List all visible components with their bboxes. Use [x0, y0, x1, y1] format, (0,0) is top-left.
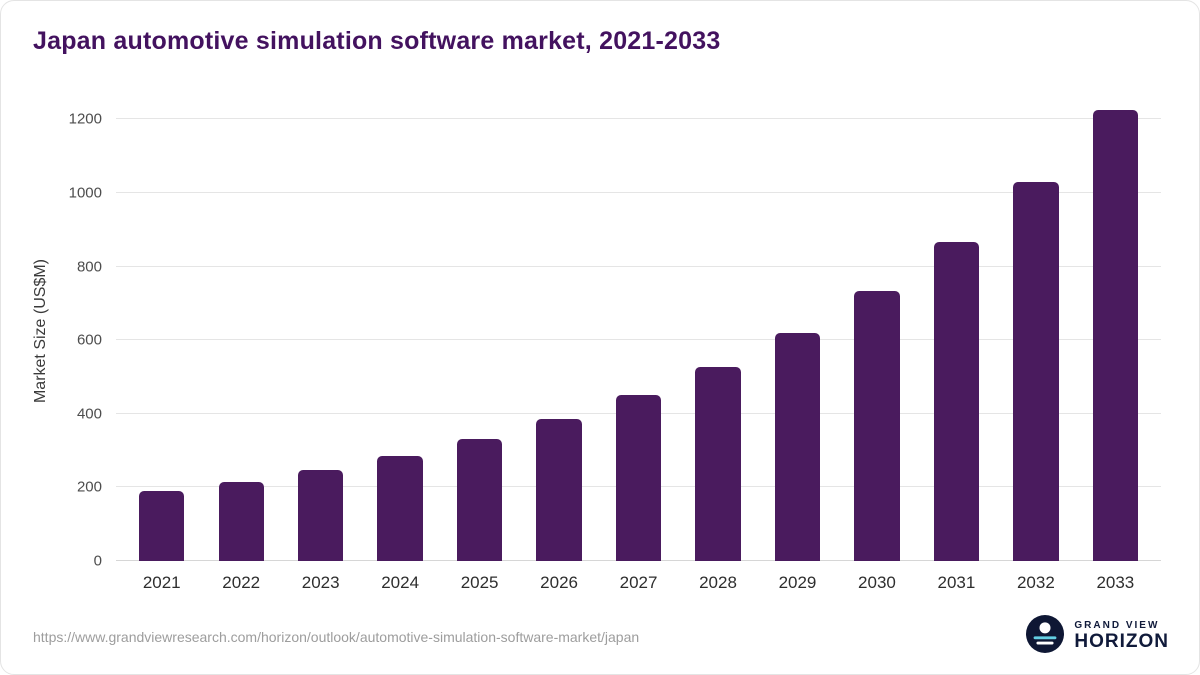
bar-column [758, 101, 837, 561]
bar-2033[interactable] [1092, 109, 1138, 561]
bar-2021[interactable] [139, 491, 185, 561]
grand-view-horizon-logo-icon [1026, 615, 1065, 658]
y-tick-label: 1000 [68, 184, 102, 202]
bar-2029[interactable] [774, 332, 821, 561]
plot-area: 2021 2022 2023 2024 2025 2026 2027 2028 2029 2030… [69, 101, 1161, 592]
bar-column [281, 101, 360, 561]
y-tick-label: 0 [93, 552, 102, 570]
x-tick-label: 2021 [142, 573, 181, 592]
x-tick-label: 2026 [540, 573, 578, 592]
bar-2026[interactable] [536, 418, 582, 561]
source-url[interactable]: https://www.grandviewresearch.com/horizo… [33, 628, 640, 645]
x-tick-label: 2032 [1016, 573, 1055, 592]
bar-2022[interactable] [218, 481, 264, 561]
bar-2027[interactable] [615, 395, 662, 561]
logo-text: GRAND VIEW HORIZON [1074, 621, 1169, 651]
x-tick-label: 2031 [937, 573, 976, 592]
bar-2030[interactable] [854, 290, 900, 561]
bar-2024[interactable] [377, 456, 423, 561]
gridline [116, 192, 1161, 193]
x-tick-label: 2024 [381, 573, 420, 592]
bar-column [837, 101, 916, 561]
bars [116, 101, 1161, 561]
y-tick-label: 600 [76, 331, 102, 349]
y-axis-title: Market Size (US$M) [32, 258, 49, 404]
gridline [116, 339, 1161, 341]
bar-column [678, 101, 757, 561]
y-tick-label: 1200 [68, 110, 102, 128]
y-tick-label: 800 [76, 258, 102, 276]
bar-2023[interactable] [298, 470, 344, 561]
bar-column [519, 101, 598, 561]
bar-column [599, 101, 678, 561]
x-tick-label: 2025 [460, 573, 499, 592]
x-tick-label: 2033 [1096, 573, 1135, 592]
bar-column [201, 101, 280, 561]
bar-2025[interactable] [456, 439, 503, 561]
x-tick-label: 2030 [858, 573, 896, 592]
y-tick-label: 400 [76, 405, 102, 423]
x-tick-label: 2028 [699, 573, 737, 592]
bar-2031[interactable] [933, 241, 980, 561]
logo-text-horizon: HORIZON [1074, 630, 1169, 652]
grand-view-horizon-logo: GRAND VIEW HORIZON [1026, 615, 1169, 658]
gridline [116, 265, 1161, 267]
y-tick-label: 200 [76, 478, 102, 496]
x-tick-label: 2022 [222, 573, 261, 592]
bar-column [440, 101, 519, 561]
footer: https://www.grandviewresearch.com/horizo… [33, 615, 1169, 658]
bar-column [996, 101, 1075, 561]
bar-column [917, 101, 996, 561]
bar-2032[interactable] [1013, 181, 1059, 561]
x-axis-labels: 2021 2022 2023 2024 2025 2026 2027 2028 2029 2030… [116, 573, 1161, 593]
chart-title: Japan automotive simulation software mar… [33, 27, 721, 55]
bar-2028[interactable] [695, 366, 741, 561]
x-tick-label: 2023 [301, 573, 340, 592]
bar-column [1076, 101, 1155, 561]
bar-column [360, 101, 439, 561]
x-tick-label: 2029 [778, 573, 817, 592]
gridline [116, 118, 1161, 120]
bar-column [122, 101, 201, 561]
x-tick-label: 2027 [619, 573, 658, 592]
logo-text-grand-view: GRAND VIEW [1074, 620, 1160, 632]
